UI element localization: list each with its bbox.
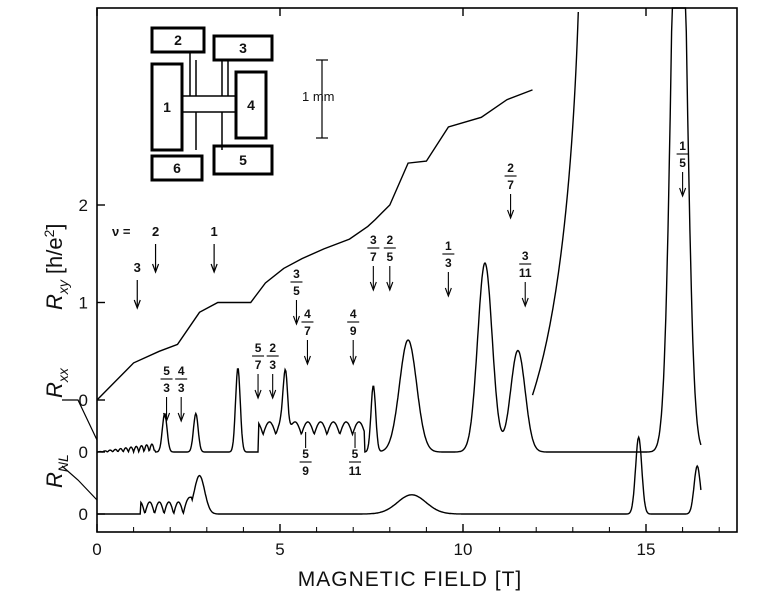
fraction-numerator: 1 [445,239,452,253]
fraction-denominator: 3 [163,381,170,395]
fraction-denominator: 5 [679,156,686,170]
fraction-numerator: 2 [386,233,393,247]
rxy-rise-curve [531,11,579,396]
fraction-denominator: 3 [178,381,185,395]
hall-bar [181,95,237,113]
nu-integer-label: 2 [152,224,159,239]
scale-label: 1 mm [302,89,335,104]
fraction-numerator: 3 [293,267,300,281]
fraction-numerator: 2 [269,341,276,355]
contact-label: 6 [173,160,181,176]
rnl-zero-label: 0 [79,505,88,524]
contact-pad [212,34,274,62]
fraction-denominator: 3 [269,358,276,372]
fraction-denominator: 9 [350,324,357,338]
rnl-offset-bracket [61,465,98,501]
fraction-arrowhead [177,412,185,423]
x-tick-label: 5 [275,540,284,559]
fraction-denominator: 7 [255,358,262,372]
rxy-label: Rxy[h/e2] [41,223,71,310]
fraction-denominator: 3 [445,256,452,270]
x-axis-title: MAGNETIC FIELD [T] [298,568,523,591]
fraction-numerator: 3 [370,233,377,247]
fraction-arrowhead [254,389,262,400]
fraction-denominator: 7 [370,250,377,264]
fraction-arrowhead [292,315,300,326]
x-tick-label: 0 [92,540,101,559]
rnl-curve [97,435,702,516]
plot-frame [96,7,738,533]
fraction-arrowhead [507,209,515,220]
fraction-denominator: 7 [507,178,514,192]
fraction-numerator: 5 [302,447,309,461]
fraction-numerator: 4 [350,307,357,321]
x-tick-label: 15 [637,540,656,559]
rxy-tick-label: 1 [79,294,88,313]
contact-label: 2 [174,32,182,48]
contact-pad [150,154,204,182]
fraction-arrowhead [163,412,171,423]
fraction-arrowhead [303,355,311,366]
sample-inset: 1 2 3 4 5 6 [150,26,328,182]
fraction-numerator: 4 [304,307,311,321]
rxy-tick-label: 2 [79,196,88,215]
rxx-label: Rxx [42,367,71,398]
rxx-offset-bracket [62,399,98,441]
rxx-zero-label: 0 [79,443,88,462]
contact-label: 4 [247,97,255,113]
rxy-tick-label: 0 [79,391,88,410]
nu-arrowhead [133,299,141,310]
fraction-numerator: 3 [522,249,529,263]
curves [96,7,702,516]
fraction-numerator: 1 [679,139,686,153]
contact-pad [150,26,206,54]
rnl-label: RNL [42,454,71,488]
fraction-arrowhead [444,287,452,298]
fraction-numerator: 5 [163,364,170,378]
fraction-arrowhead [386,281,394,292]
fraction-numerator: 4 [178,364,185,378]
contact-label: 3 [239,40,247,56]
contact-label: 5 [239,152,247,168]
fraction-numerator: 2 [507,161,514,175]
fraction-denominator: 11 [349,464,362,478]
contact-pad [212,144,274,176]
rxx-curve [97,7,702,455]
fraction-denominator: 5 [293,284,300,298]
x-tick-label: 10 [454,540,473,559]
nu-integer-label: 3 [134,260,141,275]
fraction-arrowhead [349,355,357,366]
nu-integer-label: 1 [211,224,218,239]
fraction-numerator: 5 [255,341,262,355]
rxy-curve [96,89,533,401]
fraction-arrowhead [269,389,277,400]
fraction-denominator: 11 [519,266,532,280]
fraction-numerator: 5 [352,447,359,461]
nu-arrowhead [210,263,218,274]
contact-label: 1 [163,99,171,115]
nu-arrowhead [151,263,160,274]
fraction-denominator: 5 [386,250,393,264]
fraction-arrowhead [679,187,687,198]
fraction-arrowhead [521,297,529,308]
fraction-denominator: 9 [302,464,309,478]
fraction-denominator: 7 [304,324,311,338]
fraction-arrowhead [369,281,377,292]
nu-label: ν = [112,224,131,239]
